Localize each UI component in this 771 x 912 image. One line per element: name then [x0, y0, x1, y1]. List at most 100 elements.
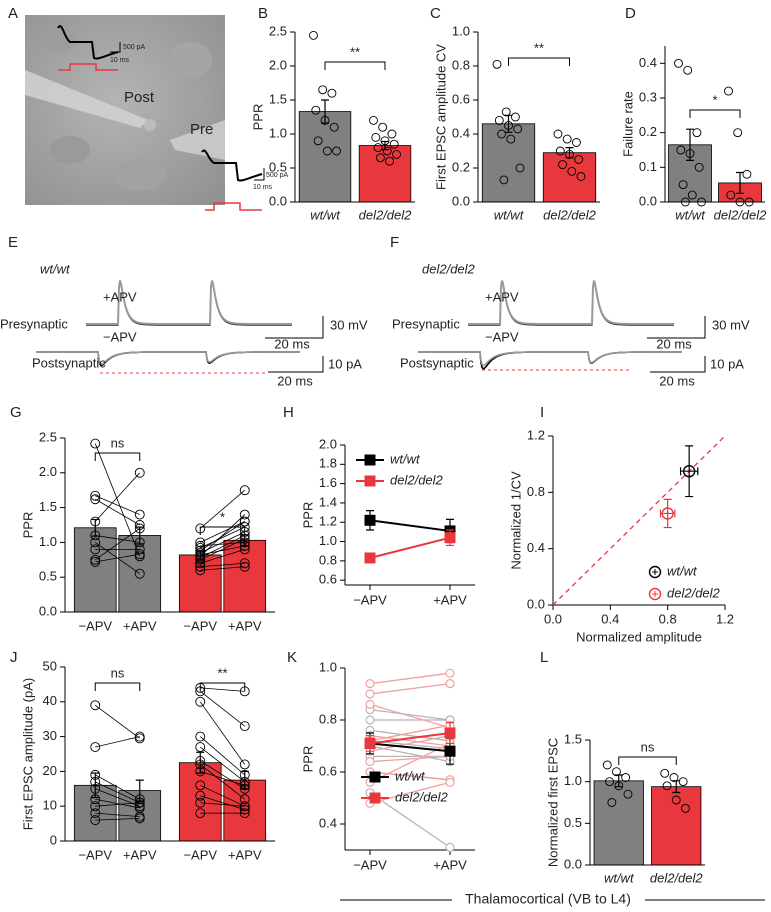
legend-marker — [369, 771, 381, 783]
data-point — [90, 554, 101, 565]
data-point — [195, 790, 206, 801]
data-point — [571, 138, 581, 147]
y-tick-label: 0.0 — [527, 596, 545, 611]
panel-label: H — [283, 404, 294, 421]
legend-marker — [364, 475, 376, 487]
significance-label: ns — [111, 665, 125, 680]
data-point — [683, 65, 693, 75]
row-label: Presynaptic — [392, 316, 460, 331]
y-tick-label: 1.0 — [319, 533, 337, 548]
y-tick-label: 0.4 — [639, 55, 657, 70]
scale-label: 500 pA — [266, 172, 289, 179]
bar — [593, 780, 644, 866]
significance-label: ** — [350, 44, 360, 59]
data-point — [134, 509, 145, 520]
pair-line — [95, 535, 140, 543]
pair-line — [199, 514, 246, 557]
data-point — [195, 808, 206, 819]
bar — [298, 111, 352, 203]
pair-line — [200, 521, 245, 543]
data-point — [445, 842, 455, 853]
pair-line — [199, 701, 246, 765]
data-point — [239, 516, 250, 527]
marker — [364, 514, 376, 526]
x-tick-label: +APV — [123, 847, 157, 862]
data-point — [742, 169, 752, 179]
x-tick-label: −APV — [183, 618, 217, 633]
error-bar — [91, 772, 100, 799]
pair-line — [199, 489, 246, 529]
y-tick-label: 10 — [43, 798, 57, 813]
x-tick-label: +APV — [433, 592, 467, 607]
x-tick-label: +APV — [433, 857, 467, 872]
micrograph — [25, 15, 225, 205]
scale-bar — [265, 316, 324, 339]
data-point — [724, 86, 733, 96]
y-tick-label: 0.1 — [639, 159, 657, 174]
data-point — [134, 731, 145, 742]
y-tick-label: 0.8 — [319, 552, 337, 567]
data-point — [239, 721, 250, 732]
data-point — [660, 768, 670, 778]
y-tick-label: 1.8 — [319, 456, 337, 471]
data-point — [134, 568, 145, 579]
y-tick-label: 0.8 — [452, 57, 470, 72]
data-point — [239, 759, 250, 770]
significance-bracket — [508, 57, 570, 66]
y-tick-label: 0.0 — [452, 193, 470, 208]
data-point — [602, 760, 612, 770]
significance-label: ns — [111, 435, 125, 450]
pair-line — [369, 729, 451, 742]
x-tick-label: −APV — [353, 592, 387, 607]
pair-line — [200, 771, 245, 786]
condition-label: −APV — [103, 329, 137, 344]
y-tick-label: 2.0 — [39, 464, 57, 479]
genotype-label: wt/wt — [40, 261, 71, 276]
data-point — [195, 696, 206, 707]
error-bar — [321, 99, 329, 124]
bar — [358, 145, 412, 203]
y-tick-label: 1.5 — [564, 731, 582, 746]
data-point — [371, 132, 381, 142]
x-tick-label: −APV — [78, 847, 112, 862]
error-bar — [736, 171, 744, 194]
error-bar — [91, 518, 100, 537]
pair-line — [200, 746, 245, 783]
panel-label: A — [8, 5, 18, 22]
pair-line — [200, 764, 245, 800]
y-axis-label: Failure rate — [620, 91, 635, 157]
x-tick-label: wt/wt — [310, 207, 341, 222]
row-label: Presynaptic — [0, 316, 68, 331]
data-point — [195, 731, 206, 742]
data-point — [387, 129, 397, 139]
scale-label: 30 mV — [712, 317, 750, 332]
data-point — [510, 112, 520, 122]
scale-label: 500 pA — [123, 44, 146, 51]
data-point — [90, 742, 101, 752]
x-tick-label: 0.4 — [601, 611, 619, 626]
x-tick-label: del2/del2 — [650, 870, 704, 885]
y-tick-label: 2.0 — [319, 436, 337, 451]
data-point — [494, 115, 504, 125]
y-tick-label: 1.4 — [319, 494, 337, 509]
error-bar — [196, 550, 205, 560]
data-point — [671, 795, 681, 805]
y-tick-label: 2.5 — [269, 23, 287, 38]
y-axis-label: PPR — [300, 502, 315, 529]
y-tick-label: 1.5 — [269, 91, 287, 106]
significance-label: * — [712, 92, 717, 107]
error-bar — [135, 526, 144, 545]
data-point — [385, 156, 395, 166]
data-point — [499, 175, 509, 185]
y-tick-label: 0 — [50, 832, 57, 847]
data-point — [567, 166, 577, 176]
data-point — [90, 537, 101, 548]
y-tick-label: 1.2 — [527, 427, 545, 442]
error-bar — [381, 140, 389, 151]
significance-bracket — [94, 682, 141, 691]
scale-label: 10 pA — [328, 356, 362, 371]
pair-line — [369, 781, 451, 804]
pair-line — [200, 545, 245, 556]
x-tick-label: +APV — [228, 618, 262, 633]
data-point — [90, 438, 101, 449]
